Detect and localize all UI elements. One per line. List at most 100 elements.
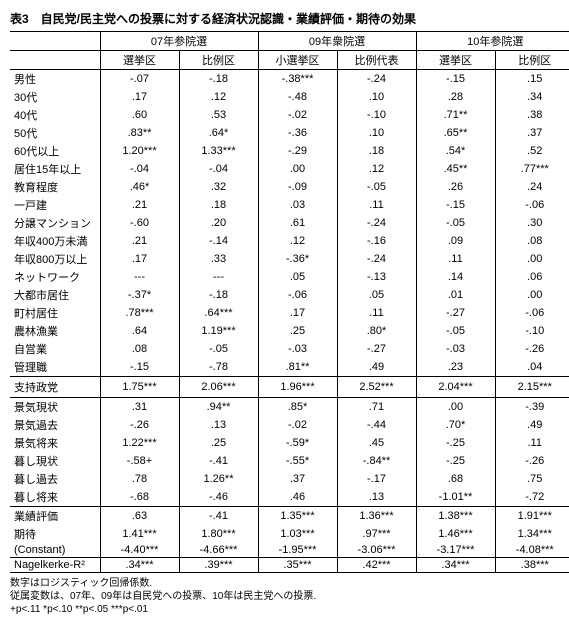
cell: -.58+ bbox=[100, 452, 179, 470]
table-row: 業績評価.63-.411.35***1.36***1.38***1.91*** bbox=[10, 507, 569, 526]
cell: .24 bbox=[495, 178, 569, 196]
cell: -.24 bbox=[337, 250, 416, 268]
cell: .52 bbox=[495, 142, 569, 160]
cell: 1.19*** bbox=[179, 322, 258, 340]
cell: .01 bbox=[416, 286, 495, 304]
cell: -.15 bbox=[416, 196, 495, 214]
table-row: 景気将来1.22***.25-.59*.45-.25.11 bbox=[10, 434, 569, 452]
cell: 2.52*** bbox=[337, 377, 416, 398]
table-row: (Constant)-4.40***-4.66***-1.95***-3.06*… bbox=[10, 543, 569, 558]
cell: -.26 bbox=[495, 340, 569, 358]
cell: -.10 bbox=[495, 322, 569, 340]
row-label: 一戸建 bbox=[10, 196, 100, 214]
table-row: 暮し将来-.68-.46.46.13-1.01**-.72 bbox=[10, 488, 569, 507]
cell: .25 bbox=[179, 434, 258, 452]
cell: -.10 bbox=[337, 106, 416, 124]
regression-table: 07年参院選 09年衆院選 10年参院選 選挙区 比例区 小選挙区 比例代表 選… bbox=[10, 31, 569, 573]
cell: -1.95*** bbox=[258, 543, 337, 558]
row-label: 教育程度 bbox=[10, 178, 100, 196]
cell: -3.06*** bbox=[337, 543, 416, 558]
cell: .11 bbox=[416, 250, 495, 268]
row-label: 管理職 bbox=[10, 358, 100, 377]
table-row: 景気過去-.26.13-.02-.44.70*.49 bbox=[10, 416, 569, 434]
cell: -.06 bbox=[495, 196, 569, 214]
cell: -.04 bbox=[100, 160, 179, 178]
cell: -.09 bbox=[258, 178, 337, 196]
cell: .78*** bbox=[100, 304, 179, 322]
cell: -.25 bbox=[416, 452, 495, 470]
cell: -.36* bbox=[258, 250, 337, 268]
table-row: 50代.83**.64*-.36.10.65**.37 bbox=[10, 124, 569, 142]
cell: .08 bbox=[100, 340, 179, 358]
row-label: 景気現状 bbox=[10, 398, 100, 417]
col-header: 選挙区 bbox=[416, 51, 495, 70]
cell: -.41 bbox=[179, 507, 258, 526]
cell: .15 bbox=[495, 70, 569, 89]
cell: -.25 bbox=[416, 434, 495, 452]
cell: -.26 bbox=[495, 452, 569, 470]
row-label: 町村居住 bbox=[10, 304, 100, 322]
group-header-10: 10年参院選 bbox=[416, 32, 569, 51]
cell: -.03 bbox=[416, 340, 495, 358]
cell: .12 bbox=[258, 232, 337, 250]
cell: -.27 bbox=[416, 304, 495, 322]
cell: .34 bbox=[495, 88, 569, 106]
cell: .34*** bbox=[100, 558, 179, 573]
row-label: 暮し過去 bbox=[10, 470, 100, 488]
cell: .34*** bbox=[416, 558, 495, 573]
cell: -.18 bbox=[179, 286, 258, 304]
cell: .45** bbox=[416, 160, 495, 178]
cell: -.39 bbox=[495, 398, 569, 417]
cell: .38*** bbox=[495, 558, 569, 573]
row-label: ネットワーク bbox=[10, 268, 100, 286]
row-label: 暮し将来 bbox=[10, 488, 100, 507]
cell: .10 bbox=[337, 124, 416, 142]
cell: .13 bbox=[337, 488, 416, 507]
cell: .11 bbox=[337, 196, 416, 214]
cell: .00 bbox=[495, 250, 569, 268]
row-label: 40代 bbox=[10, 106, 100, 124]
cell: -.15 bbox=[416, 70, 495, 89]
table-row: 男性-.07-.18-.38***-.24-.15.15 bbox=[10, 70, 569, 89]
cell: -1.01** bbox=[416, 488, 495, 507]
table-row: ネットワーク------.05-.13.14.06 bbox=[10, 268, 569, 286]
cell: -.05 bbox=[179, 340, 258, 358]
cell: 1.96*** bbox=[258, 377, 337, 398]
cell: -.03 bbox=[258, 340, 337, 358]
cell: .08 bbox=[495, 232, 569, 250]
row-label: 60代以上 bbox=[10, 142, 100, 160]
cell: .81** bbox=[258, 358, 337, 377]
table-row: 教育程度.46*.32-.09-.05.26.24 bbox=[10, 178, 569, 196]
cell: .37 bbox=[258, 470, 337, 488]
cell: -.84** bbox=[337, 452, 416, 470]
cell: .39*** bbox=[179, 558, 258, 573]
cell: .17 bbox=[100, 88, 179, 106]
cell: -.02 bbox=[258, 416, 337, 434]
cell: -.46 bbox=[179, 488, 258, 507]
cell: .30 bbox=[495, 214, 569, 232]
cell: .20 bbox=[179, 214, 258, 232]
cell: 1.80*** bbox=[179, 525, 258, 543]
cell: .00 bbox=[495, 286, 569, 304]
group-header-07: 07年参院選 bbox=[100, 32, 258, 51]
cell: .11 bbox=[337, 304, 416, 322]
cell: .32 bbox=[179, 178, 258, 196]
cell: -.24 bbox=[337, 70, 416, 89]
row-label: Nagelkerke-R² bbox=[10, 558, 100, 573]
table-row: Nagelkerke-R².34***.39***.35***.42***.34… bbox=[10, 558, 569, 573]
cell: -.02 bbox=[258, 106, 337, 124]
cell: 1.75*** bbox=[100, 377, 179, 398]
cell: .12 bbox=[337, 160, 416, 178]
cell: .21 bbox=[100, 232, 179, 250]
cell: -.13 bbox=[337, 268, 416, 286]
row-label: 年収400万未満 bbox=[10, 232, 100, 250]
cell: .18 bbox=[337, 142, 416, 160]
cell: -.37* bbox=[100, 286, 179, 304]
table-row: 農林漁業.641.19***.25.80*-.05-.10 bbox=[10, 322, 569, 340]
cell: -.29 bbox=[258, 142, 337, 160]
cell: 2.06*** bbox=[179, 377, 258, 398]
cell: -.06 bbox=[495, 304, 569, 322]
cell: .78 bbox=[100, 470, 179, 488]
cell: 1.33*** bbox=[179, 142, 258, 160]
cell: 1.03*** bbox=[258, 525, 337, 543]
